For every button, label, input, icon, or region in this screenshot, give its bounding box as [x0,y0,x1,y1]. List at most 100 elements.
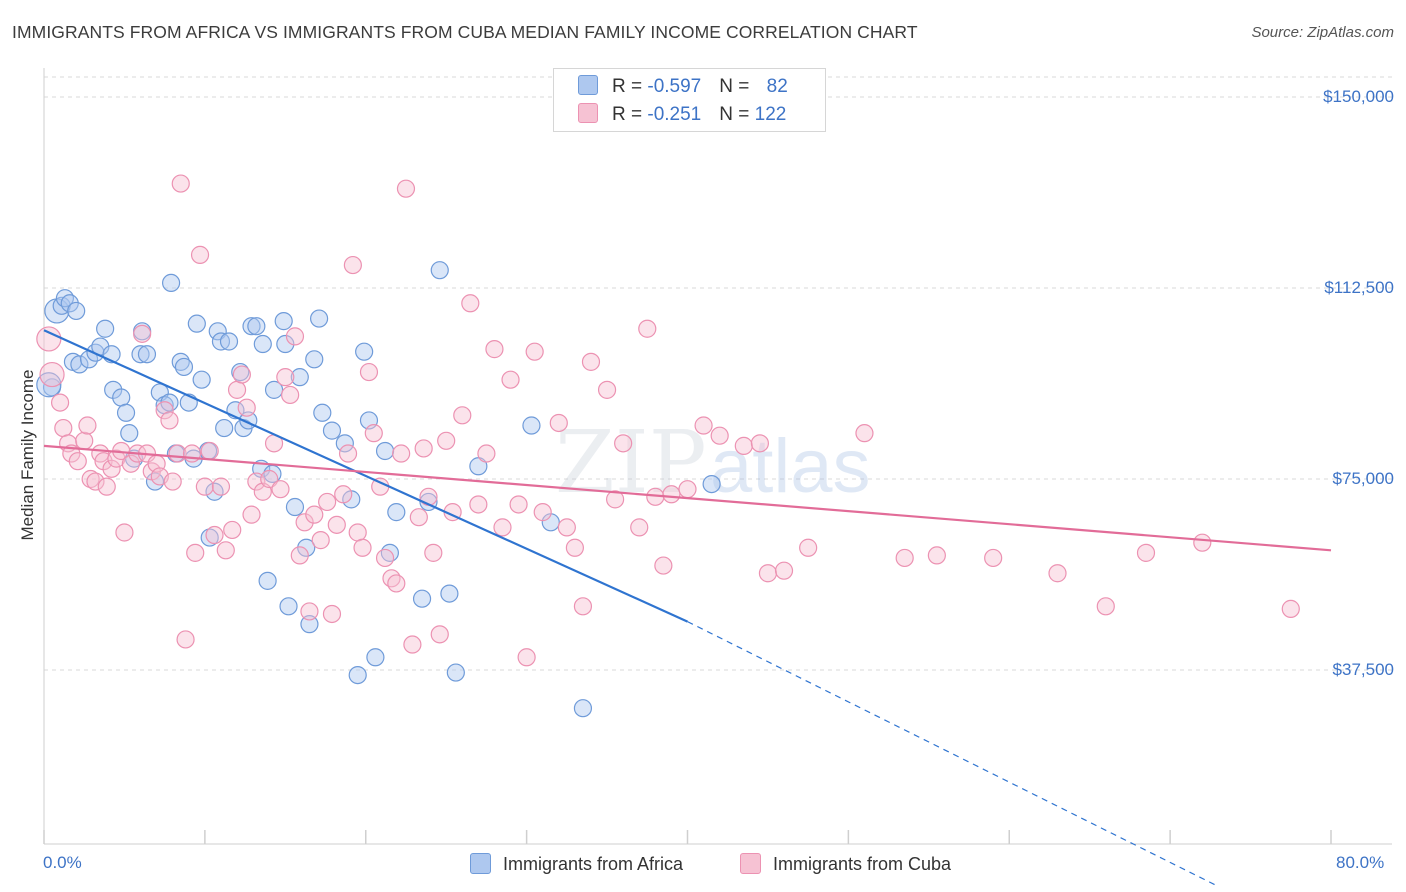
africa-point [279,597,298,616]
africa-point [322,421,342,440]
cuba-point [155,401,174,420]
cuba-point [195,477,214,496]
cuba-point [232,365,251,384]
cuba-point [533,503,552,522]
africa-point [355,342,374,361]
africa-point [215,418,234,438]
legend-row-africa: R = -0.597 N = 82 [578,75,788,98]
africa-point [208,322,227,341]
cuba-point [216,541,235,560]
cuba-point [54,418,73,438]
cuba-point [295,513,314,532]
cuba-point [606,490,625,509]
cuba-point [223,520,242,540]
cuba-point [694,416,713,435]
cuba-point [1281,599,1300,618]
africa-point [187,314,206,333]
africa-point [174,357,194,377]
africa-point [375,441,395,461]
cuba-point [549,413,568,433]
cuba-point [493,518,512,537]
africa-n-label: N = [719,76,755,97]
cuba-n-value: 122 [754,104,787,125]
cuba-point [638,319,657,338]
africa-point [55,289,75,308]
africa-point [335,434,354,453]
cuba-point [86,472,105,491]
cuba-point [271,480,290,499]
africa-point [274,312,293,331]
cuba-point [469,495,488,514]
cuba-point [281,385,300,405]
africa-point [446,663,465,682]
africa-point [440,584,459,603]
bottom-legend-africa: Immigrants from Africa [470,853,683,875]
cuba-point [121,454,140,473]
y-tick-75000: $75,000 [1332,469,1394,488]
cuba-point [242,505,261,524]
y-tick-150000: $150,000 [1323,87,1394,106]
cuba-point [205,525,224,545]
y-axis-title: Median Family Income [18,369,37,541]
cuba-point [895,548,914,568]
cuba-point [359,362,379,382]
africa-point [412,589,432,608]
cuba-point [565,538,584,557]
cuba-point [525,342,544,361]
axes [43,68,1392,845]
cuba-point [311,531,330,550]
cuba-point [557,518,576,537]
africa-point [60,294,79,313]
cuba-points [36,174,1300,667]
africa-point [258,571,277,590]
cuba-r-value: -0.251 [647,104,702,125]
africa-point [285,497,305,517]
cuba-swatch [578,103,598,123]
cuba-point [39,361,65,388]
africa-point [137,345,157,364]
africa-point [297,538,316,557]
cuba-point [375,548,395,568]
cuba-point [799,538,818,557]
cuba-point [409,508,428,527]
cuba-point [396,179,416,198]
africa-point [290,368,309,387]
cuba-point [237,398,256,417]
watermark-atlas: atlas [710,424,871,509]
cuba-point [501,370,520,389]
cuba-point [382,569,401,588]
bottom-legend-cuba: Immigrants from Cuba [740,853,951,875]
x-tick-max: 80.0% [1336,853,1385,872]
cuba-point [477,444,496,463]
cuba-point [734,436,753,455]
cuba-point [364,424,383,443]
cuba-point [758,564,778,583]
cuba-point [573,597,593,616]
cuba-point [984,548,1003,568]
cuba-point [68,452,87,471]
cuba-point [430,625,449,644]
africa-trend-line [43,329,688,623]
africa-point [171,352,190,371]
africa-point [300,615,319,634]
africa-point [264,380,284,399]
africa-point [67,301,86,321]
cuba-point [630,518,649,537]
correlation-legend: R = -0.597 N = 82 R = -0.251 N = 122 [553,68,826,132]
africa-r-value: -0.597 [647,76,702,97]
cuba-point [338,444,358,463]
cuba-point [305,505,324,524]
cuba-point [437,431,456,450]
cuba-point [403,635,422,654]
cuba-point [855,424,874,443]
cuba-point [414,439,433,458]
cuba-point [710,426,729,445]
cuba-point [78,416,97,435]
cuba-point [517,648,536,667]
cuba-point [133,324,152,343]
africa-point [309,309,329,328]
cuba-point [50,393,70,412]
africa-trend-extension [687,621,1219,888]
cuba-point [322,604,342,624]
africa-point [131,345,150,364]
